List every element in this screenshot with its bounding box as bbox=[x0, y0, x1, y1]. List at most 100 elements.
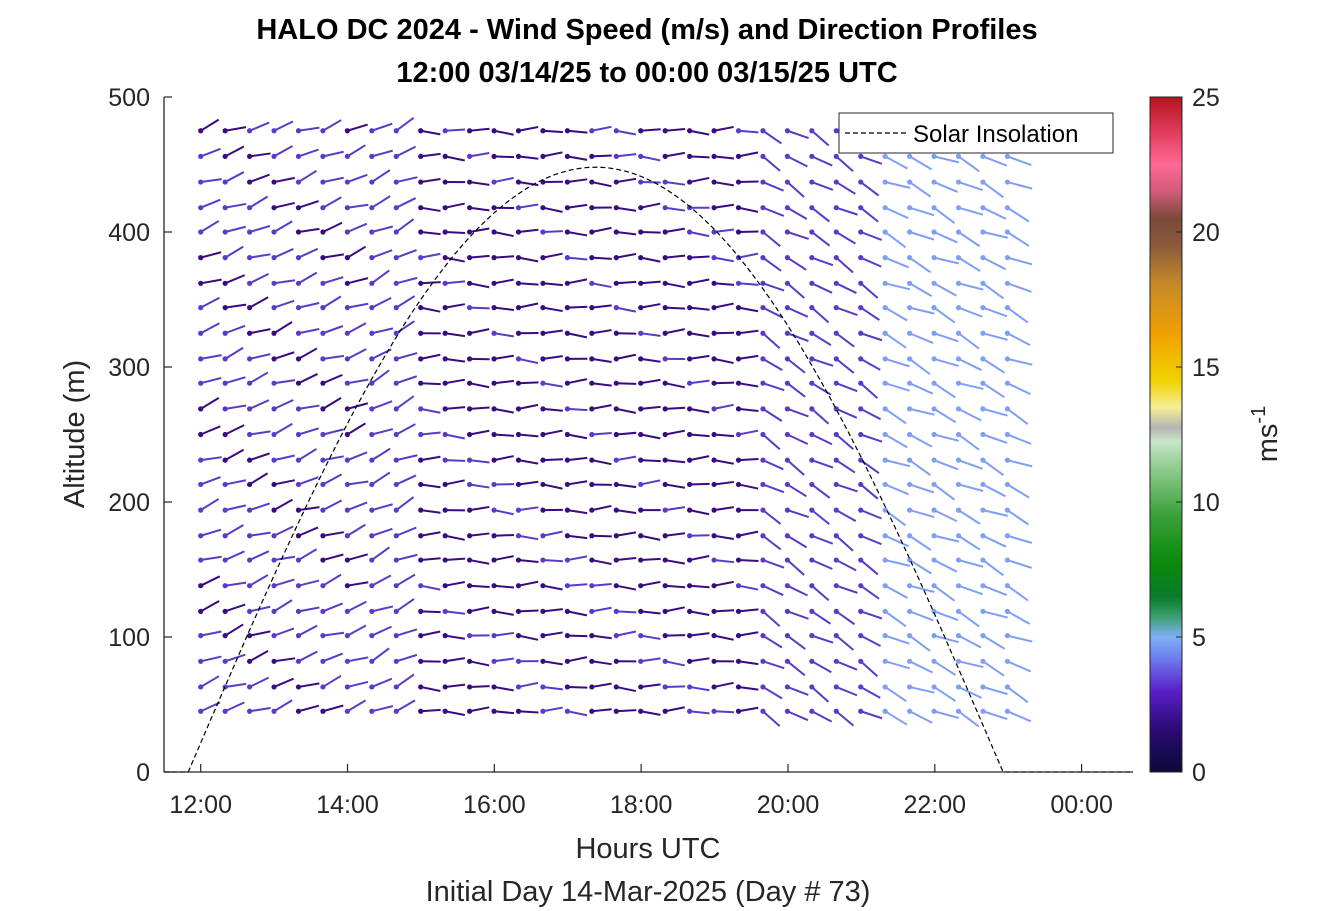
wind-barb-base bbox=[271, 153, 277, 159]
wind-barb-base bbox=[858, 255, 864, 261]
wind-barb-base bbox=[809, 229, 815, 235]
wind-barb-base bbox=[858, 280, 864, 286]
wind-barb-base bbox=[467, 330, 473, 336]
wind-barb-base bbox=[198, 507, 204, 513]
wind-barb bbox=[884, 306, 908, 322]
wind-barb bbox=[469, 584, 490, 589]
wind-barb-base bbox=[1004, 356, 1010, 362]
wind-barb-base bbox=[858, 658, 864, 664]
wind-barb-base bbox=[735, 305, 742, 311]
wind-barb bbox=[762, 282, 785, 292]
wind-barb-base bbox=[980, 205, 986, 211]
wind-barb bbox=[982, 509, 1009, 517]
wind-barb-base bbox=[467, 406, 473, 412]
wind-barb-base bbox=[833, 533, 839, 539]
wind-barb bbox=[591, 660, 612, 666]
wind-barb bbox=[909, 382, 934, 395]
wind-barb bbox=[346, 422, 366, 436]
wind-barb-base bbox=[687, 431, 693, 438]
wind-barb-base bbox=[589, 583, 595, 589]
wind-barb bbox=[982, 483, 1007, 498]
wind-barb-base bbox=[1004, 507, 1010, 513]
colorbar-tick-label: 20 bbox=[1192, 219, 1220, 247]
wind-barb-base bbox=[491, 305, 497, 311]
wind-barb-base bbox=[515, 280, 522, 286]
wind-barb-base bbox=[638, 179, 644, 185]
wind-barb bbox=[1007, 534, 1033, 544]
solar-insolation-line bbox=[164, 166, 1133, 773]
wind-barb-base bbox=[222, 128, 228, 134]
wind-barb bbox=[591, 682, 612, 688]
wind-barb-base bbox=[1004, 153, 1010, 159]
wind-barb-base bbox=[467, 507, 473, 513]
wind-barb bbox=[1006, 332, 1031, 346]
wind-barb-base bbox=[491, 608, 497, 614]
wind-barb bbox=[640, 710, 661, 716]
wind-barb bbox=[665, 254, 686, 259]
wind-barb bbox=[224, 424, 245, 436]
wind-barb-base bbox=[540, 330, 546, 336]
wind-barb bbox=[738, 660, 759, 666]
wind-barb-base bbox=[662, 305, 668, 311]
wind-barb bbox=[884, 332, 907, 349]
wind-barb-base bbox=[662, 153, 668, 159]
wind-barb bbox=[567, 456, 588, 462]
wind-barb-base bbox=[515, 608, 522, 614]
wind-barb-base bbox=[344, 533, 350, 539]
wind-barb bbox=[395, 474, 417, 486]
wind-barb bbox=[493, 332, 514, 338]
wind-barb bbox=[567, 534, 588, 540]
wind-barb-base bbox=[198, 280, 204, 286]
wind-barb-base bbox=[907, 356, 913, 362]
wind-barb-base bbox=[418, 708, 424, 714]
wind-barb bbox=[420, 557, 441, 562]
wind-barb-base bbox=[467, 229, 473, 235]
wind-barb bbox=[835, 306, 858, 316]
wind-barb-base bbox=[344, 356, 350, 362]
wind-barb-base bbox=[222, 658, 228, 664]
wind-barb-base bbox=[393, 533, 399, 539]
wind-barb-base bbox=[344, 684, 350, 690]
wind-barb-base bbox=[515, 557, 522, 563]
wind-barb-base bbox=[320, 205, 326, 211]
wind-barb bbox=[371, 122, 393, 132]
wind-barb bbox=[762, 206, 785, 217]
wind-barb bbox=[860, 382, 879, 399]
wind-barb bbox=[665, 306, 686, 310]
wind-barb-base bbox=[613, 380, 619, 386]
wind-barb-base bbox=[809, 205, 815, 211]
wind-barb-base bbox=[613, 608, 619, 614]
wind-barb bbox=[444, 580, 465, 587]
wind-barb-base bbox=[320, 658, 326, 664]
wind-barb bbox=[933, 459, 959, 471]
wind-barb bbox=[249, 649, 269, 663]
wind-barb bbox=[982, 155, 1008, 167]
wind-barb bbox=[347, 302, 369, 309]
wind-barb-base bbox=[271, 330, 277, 336]
wind-barb-base bbox=[198, 305, 204, 311]
wind-barb bbox=[273, 299, 295, 309]
wind-barb-base bbox=[613, 684, 619, 690]
wind-barb-base bbox=[882, 153, 888, 159]
wind-barb bbox=[909, 181, 932, 198]
wind-barb-base bbox=[687, 229, 693, 235]
wind-barb-base bbox=[662, 557, 668, 563]
wind-barb bbox=[738, 354, 759, 360]
wind-barb bbox=[567, 656, 588, 663]
wind-barb bbox=[762, 509, 782, 525]
wind-barb-base bbox=[393, 305, 399, 311]
wind-barb-base bbox=[980, 406, 986, 412]
wind-barb bbox=[787, 686, 809, 696]
wind-barb bbox=[933, 634, 959, 644]
wind-barb bbox=[445, 128, 466, 132]
wind-barb bbox=[273, 422, 293, 436]
wind-barb bbox=[665, 685, 686, 688]
wind-barb-base bbox=[418, 406, 424, 412]
y-tick-label: 0 bbox=[136, 759, 150, 787]
wind-barb-base bbox=[955, 431, 962, 438]
wind-barb bbox=[762, 534, 782, 551]
wind-barb-base bbox=[491, 255, 497, 261]
wind-barb bbox=[420, 382, 441, 386]
wind-barb-base bbox=[711, 507, 717, 513]
